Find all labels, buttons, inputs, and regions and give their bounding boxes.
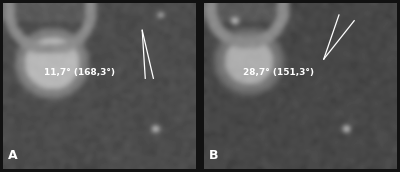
Text: B: B [209,149,218,162]
Text: A: A [8,149,18,162]
Text: 11,7° (168,3°): 11,7° (168,3°) [44,68,115,77]
Text: 28,7° (151,3°): 28,7° (151,3°) [242,68,314,77]
